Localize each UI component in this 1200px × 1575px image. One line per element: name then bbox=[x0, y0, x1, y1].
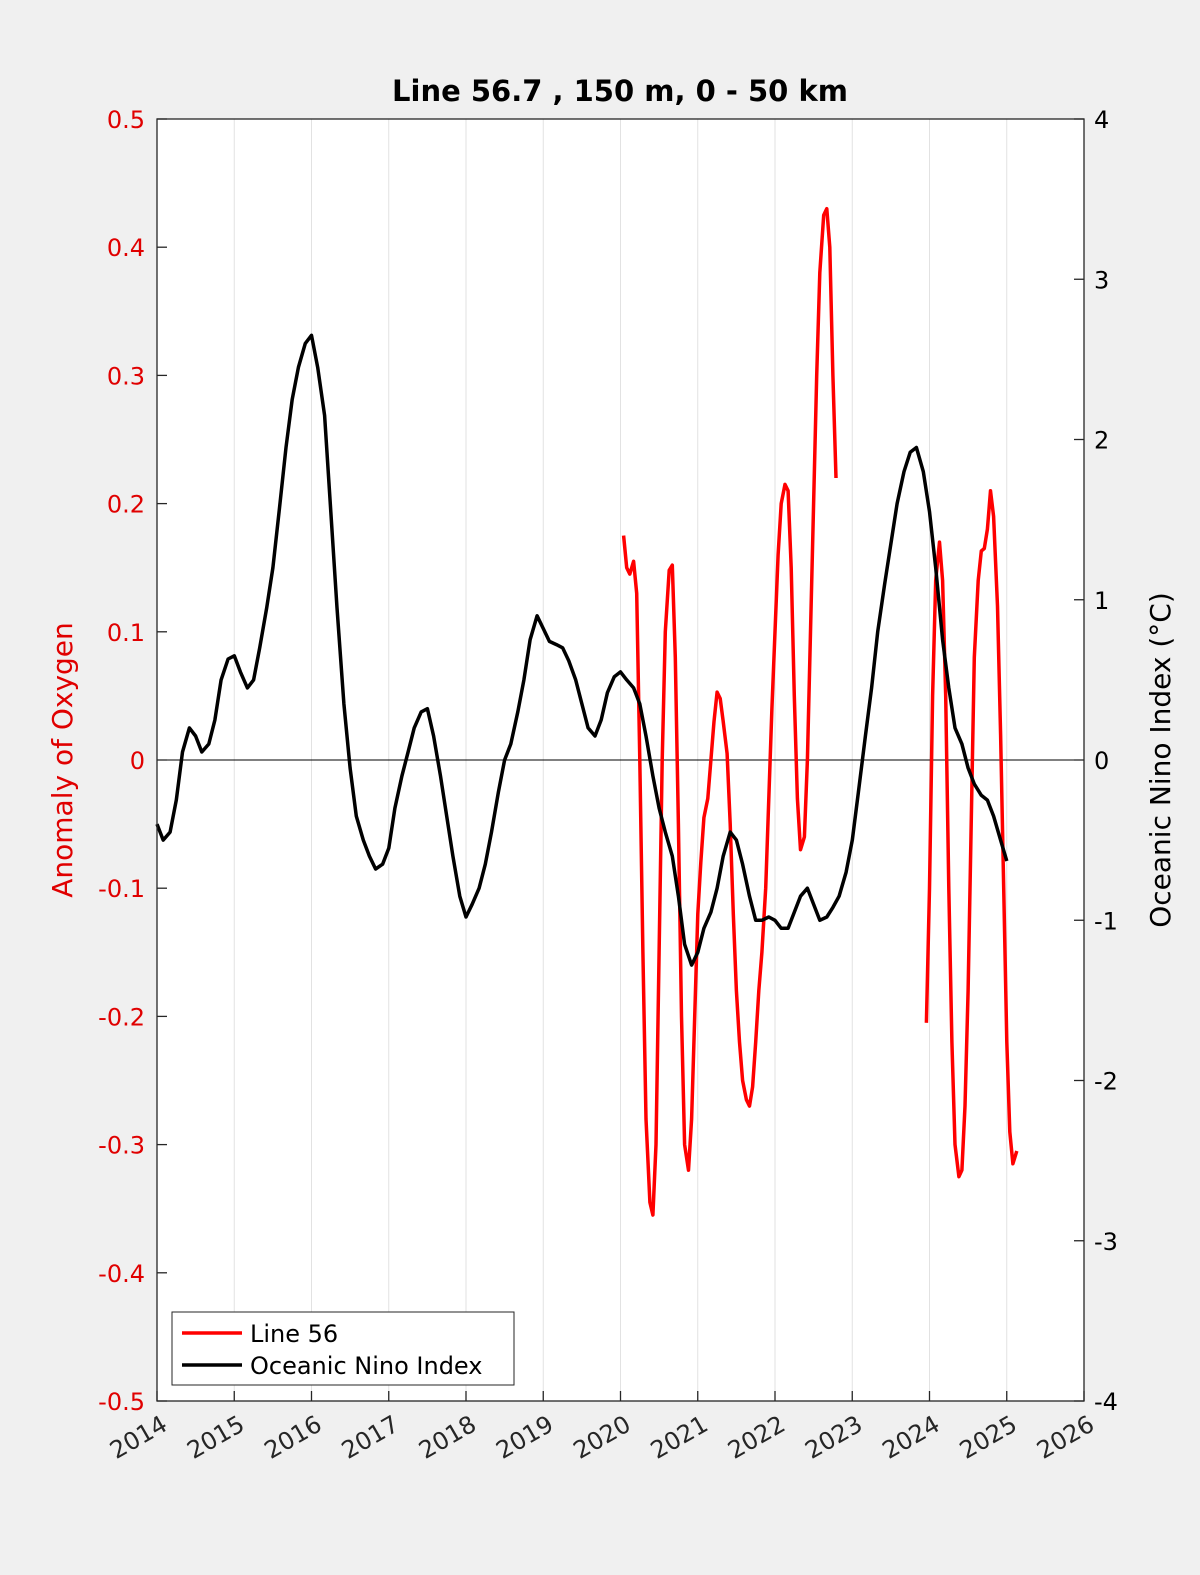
legend: Line 56 Oceanic Nino Index bbox=[171, 1311, 515, 1386]
x-tick-label: 2026 bbox=[1032, 1410, 1099, 1465]
series-line56-line bbox=[924, 489, 1019, 1179]
x-tick-label: 2016 bbox=[260, 1410, 327, 1465]
y-left-tick-label: 0.3 bbox=[107, 362, 145, 390]
x-tick-label: 2022 bbox=[723, 1410, 790, 1465]
y-right-tick-label: 1 bbox=[1094, 587, 1109, 615]
y-right-tick-label: -4 bbox=[1094, 1388, 1118, 1416]
y-left-tick-label: 0.1 bbox=[107, 619, 145, 647]
y-right-tick-label: -2 bbox=[1094, 1068, 1118, 1096]
x-tick-label: 2019 bbox=[491, 1410, 558, 1465]
series-oni-line bbox=[155, 333, 1009, 967]
series-line56-line bbox=[621, 206, 838, 1217]
legend-box bbox=[171, 1311, 515, 1386]
y-right-tick-label: 0 bbox=[1094, 747, 1109, 775]
y-left-tick-label: -0.3 bbox=[98, 1132, 145, 1160]
x-tick-label: 2015 bbox=[182, 1410, 249, 1465]
y-right-tick-label: 2 bbox=[1094, 427, 1109, 455]
x-tick-label: 2024 bbox=[878, 1410, 945, 1465]
x-tick-label: 2023 bbox=[800, 1410, 867, 1465]
chart-title: Line 56.7 , 150 m, 0 - 50 km bbox=[392, 74, 848, 108]
legend-label-oni: Oceanic Nino Index bbox=[250, 1352, 482, 1380]
y-left-tick-label: -0.4 bbox=[98, 1260, 145, 1288]
y-axis-left-label: Anomaly of Oxygen bbox=[46, 622, 79, 898]
y-left-tick-label: 0 bbox=[130, 747, 145, 775]
y-right-tick-label: -3 bbox=[1094, 1228, 1118, 1256]
series-lines bbox=[155, 206, 1019, 1217]
x-tick-label: 2020 bbox=[569, 1410, 636, 1465]
y-left-tick-label: -0.2 bbox=[98, 1003, 145, 1031]
y-right-tick-label: 3 bbox=[1094, 266, 1109, 294]
legend-label-line56: Line 56 bbox=[250, 1320, 338, 1348]
x-tick-label: 2017 bbox=[337, 1410, 404, 1465]
y-left-tick-label: 0.5 bbox=[107, 106, 145, 134]
y-left-tick-label: -0.1 bbox=[98, 875, 145, 903]
y-left-tick-label: 0.4 bbox=[107, 234, 145, 262]
x-tick-label: 2025 bbox=[955, 1410, 1022, 1465]
y-right-tick-label: 4 bbox=[1094, 106, 1109, 134]
y-left-tick-label: -0.5 bbox=[98, 1388, 145, 1416]
x-tick-label: 2014 bbox=[105, 1410, 172, 1465]
x-tick-label: 2018 bbox=[414, 1410, 481, 1465]
x-tick-label: 2021 bbox=[646, 1410, 713, 1465]
y-left-tick-label: 0.2 bbox=[107, 491, 145, 519]
y-right-tick-label: -1 bbox=[1094, 907, 1118, 935]
y-axis-right-label: Oceanic Nino Index (°C) bbox=[1144, 592, 1177, 928]
